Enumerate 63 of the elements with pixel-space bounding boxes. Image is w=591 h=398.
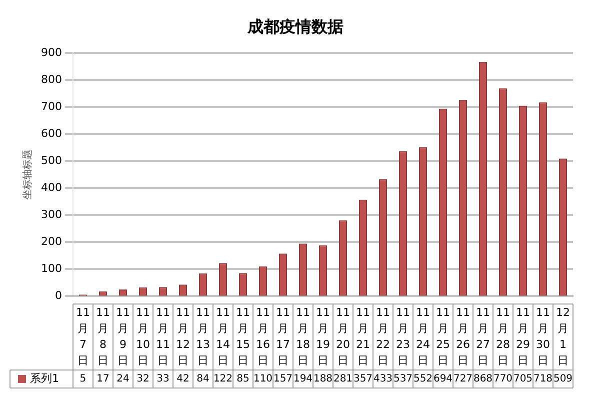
data-label: 194 — [293, 374, 313, 385]
y-tick-label: 400 — [40, 180, 62, 194]
data-label: 110 — [253, 374, 273, 385]
data-label: 5 — [80, 374, 86, 385]
x-tick-label: 11月25日 — [436, 306, 450, 367]
y-tick-label: 300 — [40, 208, 62, 221]
x-tick-label: 11月17日 — [276, 306, 290, 367]
data-label: 727 — [453, 374, 473, 385]
data-label: 705 — [513, 374, 533, 385]
data-label: 537 — [393, 374, 413, 385]
data-label: 85 — [236, 374, 250, 385]
data-label: 157 — [273, 374, 293, 385]
x-tick-label: 11月8日 — [96, 306, 110, 367]
legend-label: 系列1 — [30, 372, 59, 385]
y-axis-title: 坐标轴标题 — [22, 150, 34, 200]
x-tick-label: 11月21日 — [356, 306, 370, 367]
data-label: 868 — [473, 374, 493, 385]
data-label: 509 — [553, 374, 573, 385]
x-tick-label: 11月18日 — [296, 306, 310, 367]
data-label: 718 — [533, 374, 553, 385]
x-tick-label: 12月1日 — [556, 306, 570, 367]
y-tick-label: 100 — [40, 262, 62, 275]
data-label: 357 — [353, 374, 373, 385]
y-tick-label: 0 — [54, 288, 62, 302]
y-tick-label: 200 — [40, 234, 62, 248]
data-label: 188 — [313, 374, 333, 385]
x-tick-label: 11月30日 — [536, 306, 550, 367]
x-tick-label: 11月29日 — [516, 306, 530, 367]
x-tick-label: 11月13日 — [196, 306, 210, 367]
x-tick-label: 11月23日 — [396, 306, 410, 367]
data-label: 433 — [373, 374, 393, 385]
data-label: 552 — [413, 374, 433, 385]
data-label: 770 — [493, 374, 513, 385]
x-tick-label: 11月19日 — [316, 306, 330, 367]
data-label: 694 — [433, 374, 453, 385]
x-tick-label: 11月16日 — [256, 306, 270, 367]
x-tick-label: 11月22日 — [376, 306, 390, 367]
x-tick-label: 11月9日 — [116, 306, 130, 367]
y-tick-label: 700 — [40, 100, 62, 114]
x-tick-label: 11月28日 — [496, 306, 510, 367]
y-tick-label: 800 — [40, 73, 62, 86]
data-label: 24 — [116, 374, 130, 385]
x-tick-label: 11月7日 — [76, 306, 90, 367]
y-tick-label: 600 — [40, 126, 62, 140]
x-tick-label: 11月11日 — [156, 306, 170, 367]
x-tick-label: 11月26日 — [456, 306, 470, 367]
chart-title: 成都疫情数据 — [246, 16, 344, 36]
x-tick-label: 11月14日 — [216, 306, 230, 367]
x-tick-label: 11月10日 — [136, 306, 150, 367]
x-tick-label: 11月12日 — [176, 306, 190, 367]
x-tick-label: 11月15日 — [236, 306, 250, 367]
x-tick-label: 11月27日 — [476, 306, 490, 367]
x-tick-label: 11月20日 — [336, 306, 350, 367]
data-label: 17 — [96, 374, 110, 385]
data-label: 33 — [156, 374, 170, 385]
data-label: 84 — [196, 374, 210, 385]
y-tick-label: 900 — [40, 46, 62, 60]
data-label: 42 — [176, 374, 190, 385]
data-label: 122 — [213, 374, 233, 385]
data-label: 281 — [333, 374, 353, 385]
data-label: 32 — [136, 374, 150, 385]
x-tick-label: 11月24日 — [416, 306, 430, 367]
y-tick-label: 500 — [40, 154, 62, 167]
